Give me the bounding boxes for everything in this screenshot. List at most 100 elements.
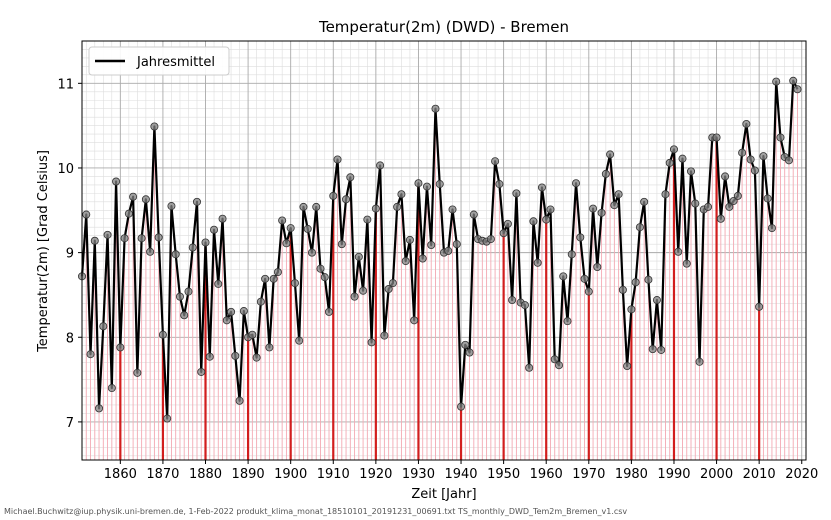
data-point: [635, 223, 644, 232]
data-point: [410, 316, 419, 325]
data-point: [623, 362, 632, 371]
data-point: [333, 155, 342, 164]
data-point: [559, 272, 568, 281]
data-point: [299, 202, 308, 211]
data-point: [533, 258, 542, 267]
data-point: [461, 340, 470, 349]
y-tick-label: 9: [66, 247, 74, 262]
data-point: [554, 361, 563, 370]
legend-box: [88, 46, 230, 76]
data-point: [133, 368, 142, 377]
data-point: [772, 77, 781, 86]
data-point: [210, 225, 219, 234]
data-point: [631, 278, 640, 287]
data-point: [401, 257, 410, 266]
data-point: [742, 119, 751, 128]
data-point: [388, 279, 397, 288]
data-point: [448, 205, 457, 214]
data-point: [184, 287, 193, 296]
data-point: [286, 224, 295, 233]
data-point: [431, 104, 440, 113]
data-point: [457, 402, 466, 411]
data-point: [750, 166, 759, 175]
data-point: [627, 305, 636, 314]
data-point: [154, 233, 163, 242]
data-point: [116, 343, 125, 352]
data-point: [589, 204, 598, 213]
data-point: [180, 311, 189, 320]
data-point: [759, 152, 768, 161]
data-point: [367, 338, 376, 347]
x-tick-label: 1950: [487, 467, 520, 482]
x-ticks: 1860 1870 1880 1890 1900 1910 1920 1930 1940 1950…: [104, 460, 818, 482]
x-tick-label: 1980: [615, 467, 648, 482]
data-point: [342, 195, 351, 204]
x-tick-label: 1870: [146, 467, 179, 482]
legend-entry: Jahresmittel: [136, 55, 215, 70]
y-axis-label: Temperatur(2m) [Grad Celsius]: [36, 150, 51, 353]
data-point: [537, 183, 546, 192]
data-point: [469, 210, 478, 219]
data-point: [307, 248, 316, 257]
data-point: [103, 230, 112, 239]
data-point: [657, 345, 666, 354]
data-point: [290, 279, 299, 288]
x-tick-label: 1860: [104, 467, 137, 482]
data-point: [652, 296, 661, 305]
data-point: [597, 208, 606, 217]
data-point: [618, 285, 627, 294]
data-point: [205, 352, 214, 361]
legend: Jahresmittel: [88, 46, 230, 76]
data-point: [256, 297, 265, 306]
footer-credit: Michael.Buchwitz@iup.physik.uni-bremen.d…: [4, 507, 628, 516]
data-point: [572, 179, 581, 188]
data-point: [90, 236, 99, 245]
data-point: [763, 194, 772, 203]
x-tick-label: 1890: [232, 467, 265, 482]
x-axis-label: Zeit [Jahr]: [411, 487, 476, 502]
data-point: [107, 384, 116, 393]
data-point: [320, 273, 329, 282]
data-point: [346, 173, 355, 182]
data-point: [252, 353, 261, 362]
data-point: [418, 254, 427, 263]
y-tick-label: 10: [57, 162, 74, 177]
data-point: [674, 247, 683, 256]
data-point: [567, 250, 576, 259]
data-point: [435, 180, 444, 189]
data-point: [452, 240, 461, 249]
data-point: [503, 219, 512, 228]
data-point: [227, 307, 236, 316]
plot-frame: [81, 40, 807, 461]
data-point: [563, 317, 572, 326]
data-point: [789, 76, 798, 85]
data-point: [137, 234, 146, 243]
y-tick-label: 8: [66, 331, 74, 346]
data-point: [82, 210, 91, 219]
data-point: [380, 331, 389, 340]
data-point: [695, 357, 704, 366]
data-point: [112, 177, 121, 186]
x-tick-label: 1930: [402, 467, 435, 482]
data-point: [163, 414, 172, 423]
data-point: [158, 330, 167, 339]
data-point: [678, 154, 687, 163]
data-point: [691, 199, 700, 208]
data-point: [124, 209, 133, 218]
data-point: [486, 235, 495, 244]
data-point: [354, 252, 363, 261]
data-point: [648, 345, 657, 354]
data-point: [746, 155, 755, 164]
data-point: [371, 204, 380, 213]
data-point: [188, 243, 197, 252]
data-point: [550, 355, 559, 364]
data-point: [427, 240, 436, 249]
data-point: [491, 157, 500, 166]
data-point: [525, 363, 534, 372]
data-point: [546, 205, 555, 214]
data-point: [99, 322, 108, 331]
x-tick-label: 1920: [359, 467, 392, 482]
data-point: [606, 150, 615, 159]
data-point: [218, 214, 227, 223]
